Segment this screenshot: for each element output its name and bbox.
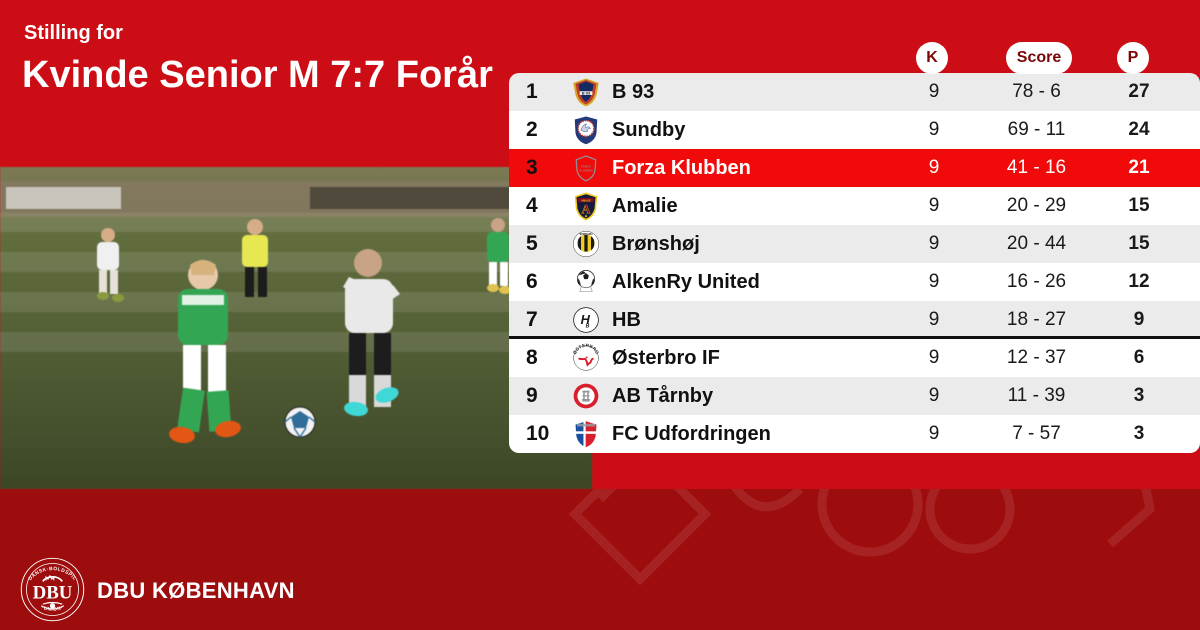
svg-text:BRØNSHØJ: BRØNSHØJ xyxy=(580,234,594,236)
svg-text:A: A xyxy=(581,203,591,217)
svg-text:B 93: B 93 xyxy=(582,90,591,95)
svg-text:B: B xyxy=(586,324,590,330)
svg-text:KLUBBEN: KLUBBEN xyxy=(579,168,592,172)
svg-text:FORZA: FORZA xyxy=(581,164,592,168)
svg-text:DANSK·BOLDSPIL: DANSK·BOLDSPIL xyxy=(27,566,77,582)
svg-text:DBU: DBU xyxy=(33,583,73,604)
